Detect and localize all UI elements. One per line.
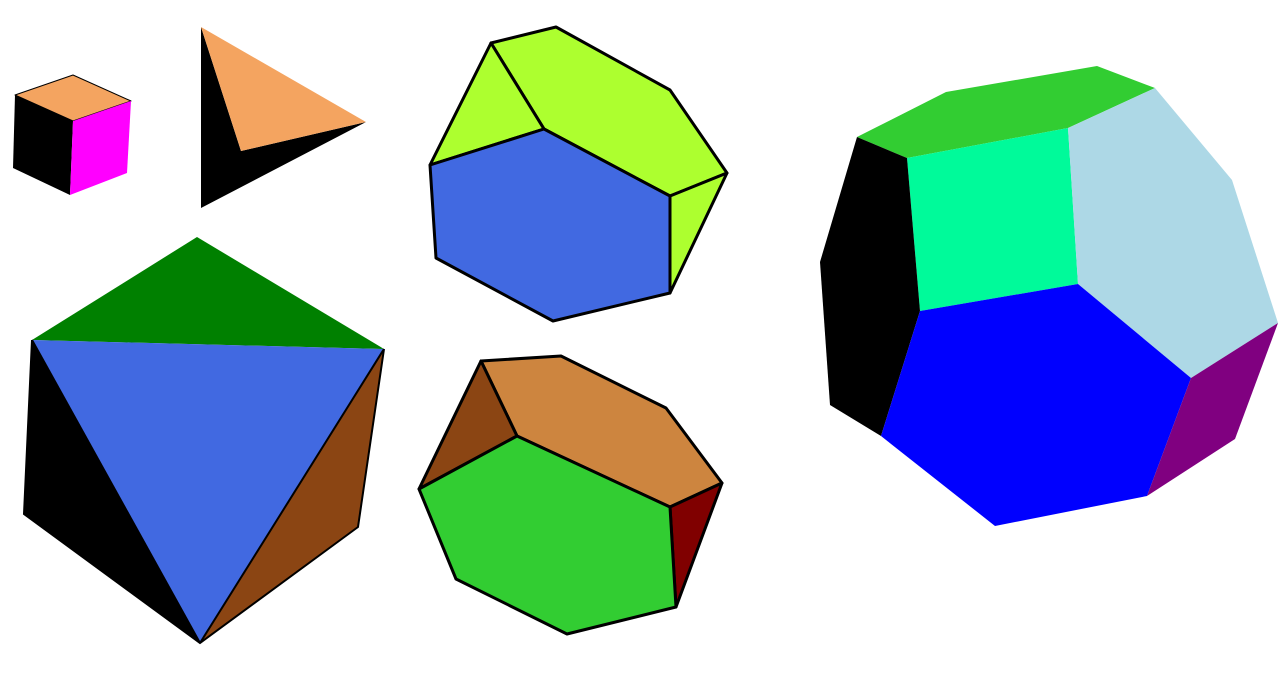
truncated-octahedron-square-face [907, 128, 1078, 311]
